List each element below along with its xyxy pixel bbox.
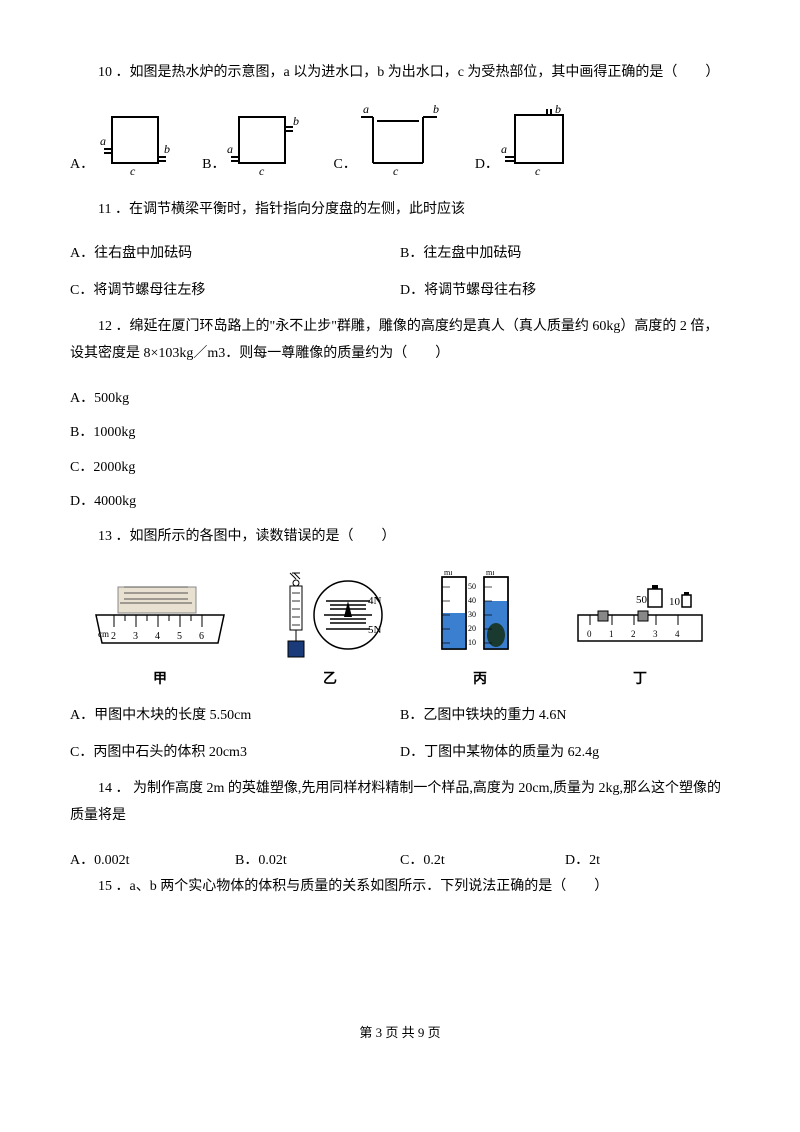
- q14-B: B．0.02t: [235, 848, 400, 875]
- q13-fig-bing: 50 40 30 20 10 ml ml: [430, 571, 530, 661]
- svg-text:a: a: [501, 142, 507, 156]
- q12-D: D．4000kg: [70, 489, 730, 516]
- q14-D: D．2t: [565, 848, 730, 875]
- svg-text:c: c: [259, 164, 265, 178]
- svg-text:b: b: [433, 105, 439, 116]
- q13-text: 13 ．如图所示的各图中，读数错误的是（ ）: [70, 524, 730, 551]
- q13-A: A．甲图中木块的长度 5.50cm: [70, 703, 400, 730]
- q13-figures: cm 2 3 4 5 6 甲: [70, 571, 730, 694]
- q13-label-jia: 甲: [90, 667, 230, 694]
- q10-text: 10 ．如图是热水炉的示意图，a 以为进水口，b 为出水口，c 为受热部位，其中…: [70, 60, 730, 87]
- svg-text:10: 10: [468, 638, 476, 647]
- svg-text:c: c: [393, 164, 399, 178]
- svg-text:ml: ml: [444, 571, 453, 577]
- q14-C: C．0.2t: [400, 848, 565, 875]
- q13-D: D．丁图中某物体的质量为 62.4g: [400, 740, 730, 767]
- q11-C: C．将调节螺母往左移: [70, 278, 400, 305]
- svg-text:30: 30: [468, 610, 476, 619]
- svg-text:c: c: [130, 164, 136, 178]
- q10-C-label: C．: [333, 152, 356, 179]
- q10-figA: a b c: [94, 109, 172, 179]
- q10-figC: a b c: [357, 105, 445, 179]
- q11-A: A．往右盘中加砝码: [70, 241, 400, 268]
- svg-text:a: a: [100, 134, 106, 148]
- q13-fig-jia: cm 2 3 4 5 6: [90, 581, 230, 661]
- svg-text:40: 40: [468, 596, 476, 605]
- q13-C: C．丙图中石头的体积 20cm3: [70, 740, 400, 767]
- svg-text:cm: cm: [98, 629, 109, 639]
- q12-B: B．1000kg: [70, 420, 730, 447]
- svg-text:b: b: [293, 114, 299, 128]
- svg-text:5N: 5N: [368, 624, 382, 636]
- svg-text:50: 50: [636, 594, 648, 606]
- q10-figB: a b c: [225, 109, 303, 179]
- q10-figD: a b c: [499, 105, 579, 179]
- svg-text:5: 5: [177, 631, 182, 642]
- svg-text:1: 1: [609, 629, 614, 639]
- svg-text:2: 2: [111, 631, 116, 642]
- q14-options: A．0.002t B．0.02t C．0.2t D．2t: [70, 848, 730, 875]
- svg-text:b: b: [164, 142, 170, 156]
- q11-options: A．往右盘中加砝码 B．往左盘中加砝码 C．将调节螺母往左移 D．将调节螺母往右…: [70, 241, 730, 314]
- svg-text:3: 3: [653, 629, 658, 639]
- q13-label-yi: 乙: [270, 667, 390, 694]
- svg-text:4: 4: [155, 631, 160, 642]
- q12-options: A．500kg B．1000kg C．2000kg D．4000kg: [70, 386, 730, 516]
- svg-text:ml: ml: [486, 571, 495, 577]
- svg-text:6: 6: [199, 631, 204, 642]
- q12-C: C．2000kg: [70, 455, 730, 482]
- svg-text:c: c: [535, 164, 541, 178]
- svg-text:a: a: [227, 142, 233, 156]
- q13-label-ding: 丁: [570, 667, 710, 694]
- q14-text: 14 ． 为制作高度 2m 的英雄塑像,先用同样材料精制一个样品,高度为 20c…: [70, 776, 730, 829]
- q13-B: B．乙图中铁块的重力 4.6N: [400, 703, 730, 730]
- q11-D: D．将调节螺母往右移: [400, 278, 730, 305]
- svg-text:b: b: [555, 105, 561, 116]
- q13-fig-yi: 4N 5N: [270, 571, 390, 661]
- svg-text:4N: 4N: [368, 595, 382, 607]
- svg-text:0: 0: [587, 629, 592, 639]
- q10-A-label: A．: [70, 152, 94, 179]
- q11-B: B．往左盘中加砝码: [400, 241, 730, 268]
- svg-text:a: a: [363, 105, 369, 116]
- q14-A: A．0.002t: [70, 848, 235, 875]
- svg-text:20: 20: [468, 624, 476, 633]
- q15-text: 15 ．a、b 两个实心物体的体积与质量的关系如图所示．下列说法正确的是（ ）: [70, 874, 730, 901]
- q12-A: A．500kg: [70, 386, 730, 413]
- q10-options: A． a b c B． a b c C． a: [70, 105, 730, 179]
- q10-B-label: B．: [202, 152, 225, 179]
- q12-text: 12 ．绵延在厦门环岛路上的"永不止步"群雕，雕像的高度约是真人（真人质量约 6…: [70, 314, 730, 367]
- q13-label-bing: 丙: [430, 667, 530, 694]
- svg-text:50: 50: [468, 582, 476, 591]
- page-footer: 第 3 页 共 9 页: [70, 1021, 730, 1046]
- svg-text:4: 4: [675, 629, 680, 639]
- q11-text: 11 ．在调节横梁平衡时，指针指向分度盘的左侧，此时应该: [70, 197, 730, 224]
- svg-text:10: 10: [669, 596, 681, 608]
- svg-text:3: 3: [133, 631, 138, 642]
- svg-text:2: 2: [631, 629, 636, 639]
- q13-fig-ding: 50 10 0 1 2 3 4: [570, 581, 710, 661]
- q10-D-label: D．: [475, 152, 499, 179]
- q13-options: A．甲图中木块的长度 5.50cm B．乙图中铁块的重力 4.6N C．丙图中石…: [70, 703, 730, 776]
